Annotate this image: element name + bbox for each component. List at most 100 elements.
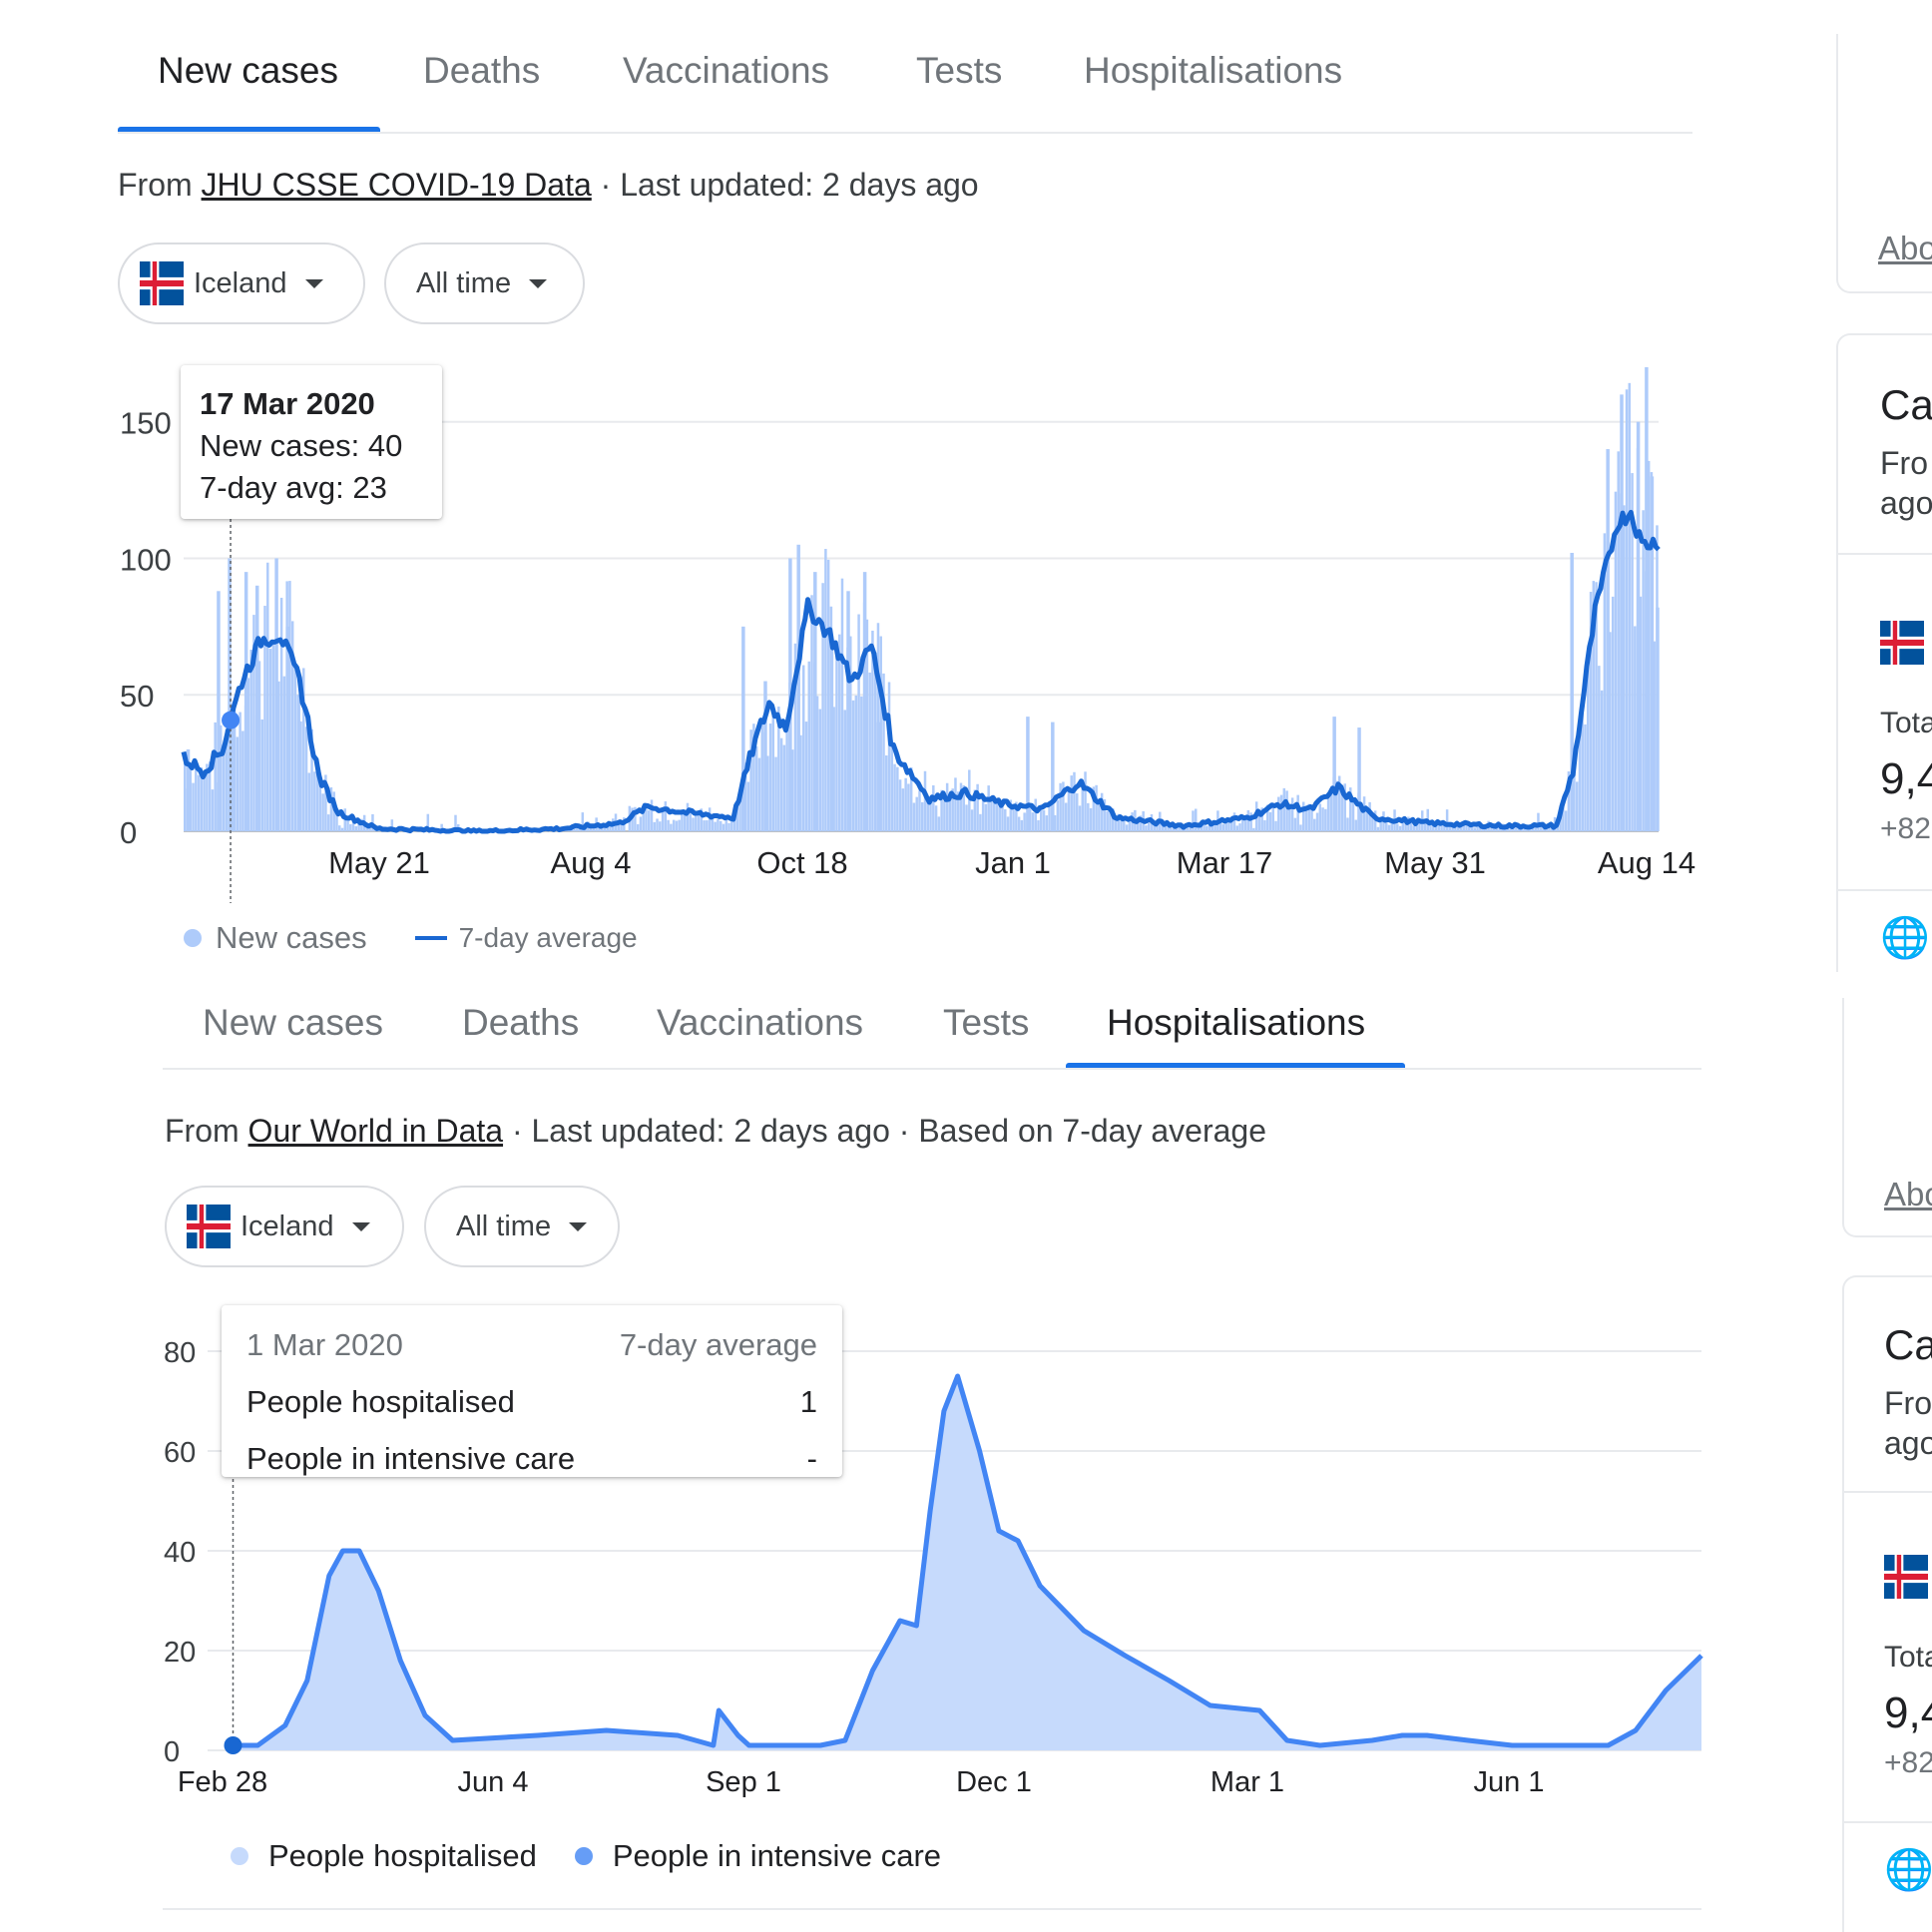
- bar-new-cases-peak: [228, 558, 232, 831]
- bar-new-cases: [1243, 818, 1247, 831]
- bar-new-cases: [1647, 460, 1651, 831]
- bar-new-cases: [326, 814, 330, 831]
- bar-new-cases: [1589, 592, 1593, 831]
- bar-new-cases: [219, 724, 223, 831]
- bar-new-cases: [921, 801, 924, 831]
- bar-new-cases: [321, 793, 324, 831]
- bar-new-cases: [1100, 792, 1104, 831]
- bar-new-cases: [290, 621, 294, 831]
- bar-new-cases: [768, 724, 772, 831]
- bar-new-cases: [1567, 770, 1571, 831]
- source-link[interactable]: Our World in Data: [247, 1113, 504, 1149]
- bar-new-cases: [1139, 815, 1143, 831]
- bar-new-cases: [717, 819, 720, 831]
- bar-new-cases: [1246, 809, 1250, 831]
- bar-new-cases: [782, 744, 786, 831]
- chart-tooltip: 17 Mar 2020 New cases: 40 7-day avg: 23: [181, 365, 442, 519]
- tooltip-date: 1 Mar 2020: [246, 1327, 403, 1362]
- bar-new-cases: [893, 763, 896, 831]
- bar-new-cases: [1409, 822, 1413, 831]
- tab-hospitalisations[interactable]: Hospitalisations: [1107, 1002, 1366, 1043]
- bar-new-cases: [206, 763, 209, 831]
- bar-new-cases: [277, 681, 280, 831]
- x-tick-label: Dec 1: [956, 1766, 1032, 1798]
- bar-new-cases: [1384, 821, 1388, 831]
- time-range-label: All time: [416, 266, 512, 299]
- tab-hospitalisations[interactable]: Hospitalisations: [1084, 50, 1343, 91]
- tab-new-cases[interactable]: New cases: [203, 1002, 383, 1043]
- new-cases-chart[interactable]: 0 50 100 150 May 21 Aug 4 Oct 18 Jan 1 Mar 17 May…: [0, 329, 1932, 928]
- bar-new-cases: [984, 803, 988, 831]
- bar-new-cases: [1145, 825, 1148, 831]
- bar-new-cases: [868, 672, 871, 831]
- bar-new-cases: [1293, 817, 1297, 831]
- globe-icon[interactable]: 🌐: [1884, 1848, 1932, 1892]
- bar-new-cases: [1282, 787, 1286, 831]
- bar-new-cases: [1595, 582, 1598, 831]
- bar-new-cases: [1562, 798, 1565, 831]
- location-dropdown[interactable]: Iceland: [165, 1186, 404, 1267]
- tab-deaths[interactable]: Deaths: [423, 50, 541, 91]
- bar-new-cases: [1042, 809, 1046, 831]
- bar-new-cases: [1073, 771, 1076, 831]
- bar-new-cases: [1195, 808, 1198, 831]
- bar-new-cases: [208, 761, 212, 831]
- time-range-dropdown[interactable]: All time: [424, 1186, 620, 1267]
- bar-new-cases: [249, 650, 252, 831]
- bar-new-cases: [943, 800, 946, 831]
- bar-new-cases: [1634, 626, 1637, 831]
- about-link[interactable]: Abo: [1884, 1176, 1932, 1212]
- bar-new-cases: [288, 581, 291, 831]
- bar-new-cases-peak: [796, 544, 800, 831]
- bar-new-cases: [1299, 824, 1302, 831]
- tooltip-row-label: People in intensive care: [246, 1441, 576, 1476]
- about-link[interactable]: Abo: [1878, 230, 1932, 266]
- bar-new-cases: [714, 821, 717, 831]
- bar-new-cases: [576, 826, 579, 831]
- tab-vaccinations[interactable]: Vaccinations: [657, 1002, 864, 1043]
- bar-new-cases: [1017, 816, 1021, 831]
- line-7day-average: [181, 509, 1661, 834]
- bar-new-cases: [1415, 823, 1418, 831]
- bar-new-cases: [678, 819, 681, 831]
- bar-new-cases: [923, 770, 927, 831]
- bar-new-cases: [653, 821, 657, 831]
- bar-new-cases: [708, 807, 712, 831]
- bar-new-cases: [239, 712, 242, 831]
- bar-new-cases: [774, 756, 777, 831]
- tab-new-cases[interactable]: New cases: [158, 50, 338, 91]
- tab-tests[interactable]: Tests: [943, 1002, 1030, 1043]
- bar-new-cases: [1603, 533, 1607, 831]
- bar-new-cases: [1006, 816, 1010, 831]
- tab-deaths[interactable]: Deaths: [462, 1002, 580, 1043]
- bar-new-cases: [959, 782, 963, 831]
- bar-new-cases: [195, 761, 198, 831]
- bar-new-cases: [606, 825, 609, 831]
- globe-icon[interactable]: 🌐: [1880, 916, 1930, 960]
- new-cases-panel: New cases Deaths Vaccinations Tests Hosp…: [0, 50, 1932, 955]
- bar-new-cases: [1164, 822, 1168, 831]
- time-range-dropdown[interactable]: All time: [384, 242, 585, 324]
- bar-new-cases: [926, 797, 930, 831]
- source-link[interactable]: JHU CSSE COVID-19 Data: [201, 167, 592, 203]
- bar-new-cases: [1387, 824, 1391, 831]
- bar-new-cases: [1412, 825, 1416, 831]
- bar-new-cases: [600, 825, 604, 831]
- card-title: Ca: [1884, 1321, 1932, 1368]
- tab-tests[interactable]: Tests: [916, 50, 1003, 91]
- tab-vaccinations[interactable]: Vaccinations: [623, 50, 830, 91]
- bar-new-cases: [1473, 827, 1477, 831]
- bar-new-cases-peak: [829, 640, 834, 831]
- bar-new-cases: [659, 821, 662, 831]
- bar-new-cases: [1153, 823, 1156, 831]
- legend-label-new-cases: New cases: [216, 920, 367, 955]
- bar-new-cases: [639, 816, 643, 831]
- chevron-down-icon: [569, 1221, 588, 1231]
- bar-new-cases: [1390, 822, 1394, 831]
- location-dropdown[interactable]: Iceland: [118, 242, 365, 324]
- bar-new-cases: [1075, 793, 1079, 831]
- area-people-hospitalised: [228, 1376, 1701, 1750]
- x-tick-label: Jun 4: [458, 1766, 529, 1798]
- bar-new-cases: [724, 816, 727, 831]
- chart-legend: People hospitalised People in intensive …: [231, 1838, 941, 1874]
